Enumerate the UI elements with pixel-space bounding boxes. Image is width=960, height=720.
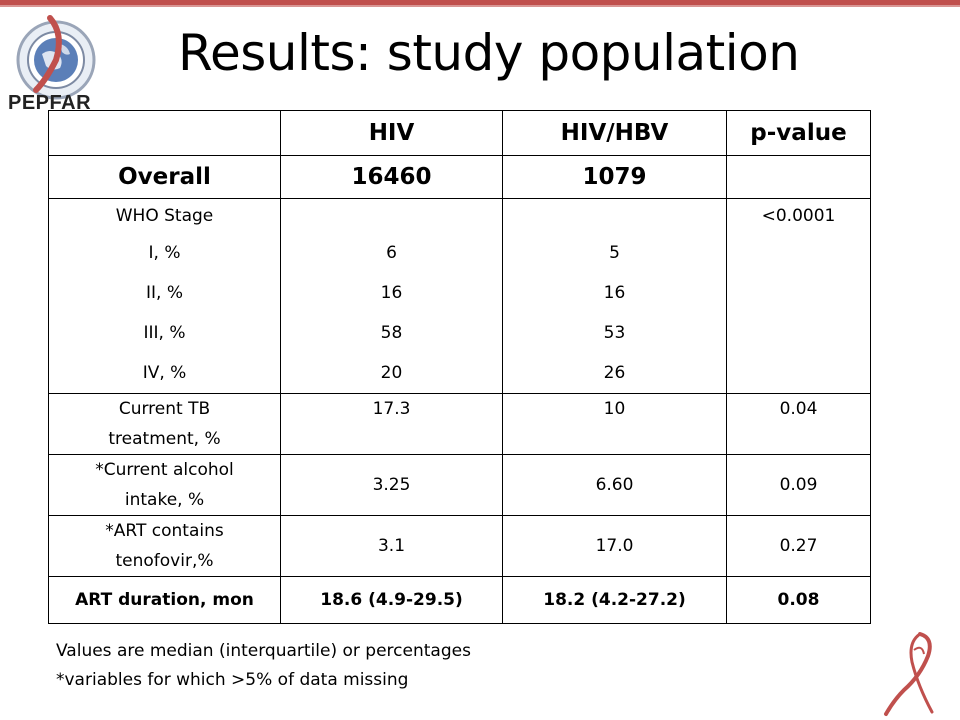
slide-title: Results: study population <box>178 24 800 82</box>
art-duration-hiv-hbv: 18.2 (4.2-27.2) <box>502 576 727 624</box>
who-stage-label: WHO Stage <box>115 206 214 226</box>
who-stage-iii-label: III, % <box>143 323 186 343</box>
table-row-tb: Current TB treatment, % 17.3 10 0.04 <box>48 393 871 455</box>
top-accent-bar-secondary <box>0 5 960 7</box>
art-duration-p: 0.08 <box>726 576 871 624</box>
alcohol-label-line1: *Current alcohol <box>95 460 234 480</box>
tb-label-line1: Current TB <box>118 399 211 419</box>
table-row-art-duration: ART duration, mon 18.6 (4.9-29.5) 18.2 (… <box>48 576 871 624</box>
who-stage-p: <0.0001 <box>761 206 836 226</box>
overall-p <box>726 155 871 199</box>
who-stage-iv-hiv: 20 <box>380 363 403 383</box>
header-empty <box>48 110 281 156</box>
art-tenofovir-hiv-hbv: 17.0 <box>502 515 727 577</box>
header-hiv: HIV <box>280 110 503 156</box>
header-p-value: p-value <box>726 110 871 156</box>
pepfar-logo-text: PEPFAR <box>8 92 92 114</box>
art-duration-hiv: 18.6 (4.9-29.5) <box>280 576 503 624</box>
alcohol-label-line2: intake, % <box>124 490 205 510</box>
overall-hiv-hbv: 1079 <box>502 155 727 199</box>
who-stage-i-hiv: 6 <box>386 243 397 263</box>
alcohol-p: 0.09 <box>726 454 871 516</box>
art-tenofovir-label-line2: tenofovir,% <box>115 551 214 571</box>
red-ribbon-icon <box>884 632 934 716</box>
who-stage-i-label: I, % <box>148 243 181 263</box>
who-stage-p-cell: <0.0001 <box>726 198 871 394</box>
tb-label-line2: treatment, % <box>108 429 221 449</box>
who-stage-ii-hiv-hbv: 16 <box>603 283 626 303</box>
who-stage-hiv-spacer <box>285 199 498 233</box>
who-stage-iv-hiv-hbv: 26 <box>603 363 626 383</box>
alcohol-hiv: 3.25 <box>280 454 503 516</box>
who-stage-i-hiv-hbv: 5 <box>609 243 620 263</box>
table-header-row: HIV HIV/HBV p-value <box>48 110 871 156</box>
art-tenofovir-label-line1: *ART contains <box>105 521 224 541</box>
who-stage-ii-hiv: 16 <box>380 283 403 303</box>
top-accent-bar <box>0 0 960 5</box>
footnote-missing-data: *variables for which >5% of data missing <box>56 670 409 690</box>
table-row-alcohol: *Current alcohol intake, % 3.25 6.60 0.0… <box>48 454 871 516</box>
header-hiv-hbv: HIV/HBV <box>502 110 727 156</box>
who-stage-hiv-hbv-spacer <box>507 199 722 233</box>
who-stage-labels: WHO Stage I, % II, % III, % IV, % <box>48 198 281 394</box>
tb-hiv: 17.3 <box>280 393 503 455</box>
pepfar-globe-logo-icon <box>16 15 96 100</box>
alcohol-label: *Current alcohol intake, % <box>48 454 281 516</box>
overall-hiv: 16460 <box>280 155 503 199</box>
table-row-art-tenofovir: *ART contains tenofovir,% 3.1 17.0 0.27 <box>48 515 871 577</box>
art-duration-label: ART duration, mon <box>48 576 281 624</box>
footnote-values: Values are median (interquartile) or per… <box>56 641 471 661</box>
art-tenofovir-label: *ART contains tenofovir,% <box>48 515 281 577</box>
overall-label: Overall <box>48 155 281 199</box>
tb-hiv-hbv: 10 <box>502 393 727 455</box>
who-stage-ii-label: II, % <box>146 283 183 303</box>
who-stage-iv-label: IV, % <box>142 363 187 383</box>
alcohol-hiv-hbv: 6.60 <box>502 454 727 516</box>
tb-p: 0.04 <box>726 393 871 455</box>
tb-label: Current TB treatment, % <box>48 393 281 455</box>
who-stage-hiv: 6 16 58 20 <box>280 198 503 394</box>
table-row-who-stage: WHO Stage I, % II, % III, % IV, % 6 16 5… <box>48 198 871 394</box>
who-stage-iii-hiv: 58 <box>380 323 403 343</box>
who-stage-hiv-hbv: 5 16 53 26 <box>502 198 727 394</box>
who-stage-iii-hiv-hbv: 53 <box>603 323 626 343</box>
results-table: HIV HIV/HBV p-value Overall 16460 1079 W… <box>48 110 871 624</box>
table-row-overall: Overall 16460 1079 <box>48 155 871 199</box>
art-tenofovir-p: 0.27 <box>726 515 871 577</box>
art-tenofovir-hiv: 3.1 <box>280 515 503 577</box>
